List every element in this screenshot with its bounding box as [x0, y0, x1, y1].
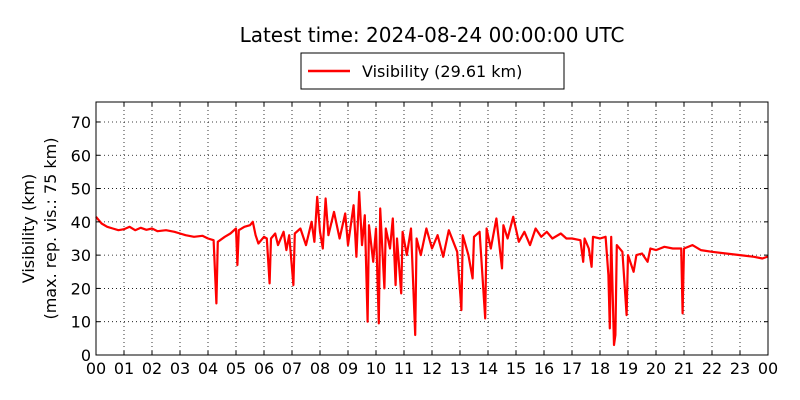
x-tick-label: 06 — [254, 359, 274, 378]
x-tick-label: 20 — [646, 359, 666, 378]
x-tick-label: 08 — [310, 359, 330, 378]
x-tick-label: 07 — [282, 359, 302, 378]
y-tick-label: 10 — [71, 313, 91, 332]
x-tick-label: 18 — [590, 359, 610, 378]
legend-label: Visibility (29.61 km) — [362, 62, 522, 81]
y-tick-label: 0 — [81, 346, 91, 365]
x-tick-label: 05 — [226, 359, 246, 378]
x-tick-label: 11 — [394, 359, 414, 378]
x-tick-label: 22 — [702, 359, 722, 378]
x-tick-label: 01 — [114, 359, 134, 378]
grid — [96, 102, 768, 355]
x-tick-label: 00 — [758, 359, 778, 378]
chart-title: Latest time: 2024-08-24 00:00:00 UTC — [240, 23, 625, 47]
x-tick-label: 00 — [86, 359, 106, 378]
x-tick-label: 15 — [506, 359, 526, 378]
x-tick-label: 16 — [534, 359, 554, 378]
legend: Visibility (29.61 km) — [300, 52, 565, 90]
x-tick-label: 23 — [730, 359, 750, 378]
series-layer — [95, 190, 769, 347]
x-tick-label: 17 — [562, 359, 582, 378]
x-tick-label: 13 — [450, 359, 470, 378]
y-axis: 0 10 20 30 40 50 60 70 — [71, 113, 768, 365]
x-tick-label: 03 — [170, 359, 190, 378]
series-line-visibility — [95, 190, 769, 347]
plot-frame — [95, 101, 769, 356]
y-tick-label: 70 — [71, 113, 91, 132]
x-tick-label: 14 — [478, 359, 498, 378]
x-tick-label: 02 — [142, 359, 162, 378]
y-axis-label-line1: Visibility (km) — [19, 174, 38, 283]
x-tick-label: 21 — [674, 359, 694, 378]
y-tick-label: 40 — [71, 213, 91, 232]
y-axis-label-line2: (max. rep. vis.: 75 km) — [41, 137, 60, 319]
y-tick-label: 50 — [71, 180, 91, 199]
x-axis: 00 01 02 03 04 05 06 07 08 09 10 11 12 13 14 15 16 17 18 19… — [86, 102, 778, 378]
y-tick-label: 20 — [71, 279, 91, 298]
x-tick-label: 12 — [422, 359, 442, 378]
y-tick-label: 30 — [71, 246, 91, 265]
y-tick-label: 60 — [71, 146, 91, 165]
x-tick-label: 09 — [338, 359, 358, 378]
x-tick-label: 10 — [366, 359, 386, 378]
x-tick-label: 04 — [198, 359, 218, 378]
x-tick-label: 19 — [618, 359, 638, 378]
